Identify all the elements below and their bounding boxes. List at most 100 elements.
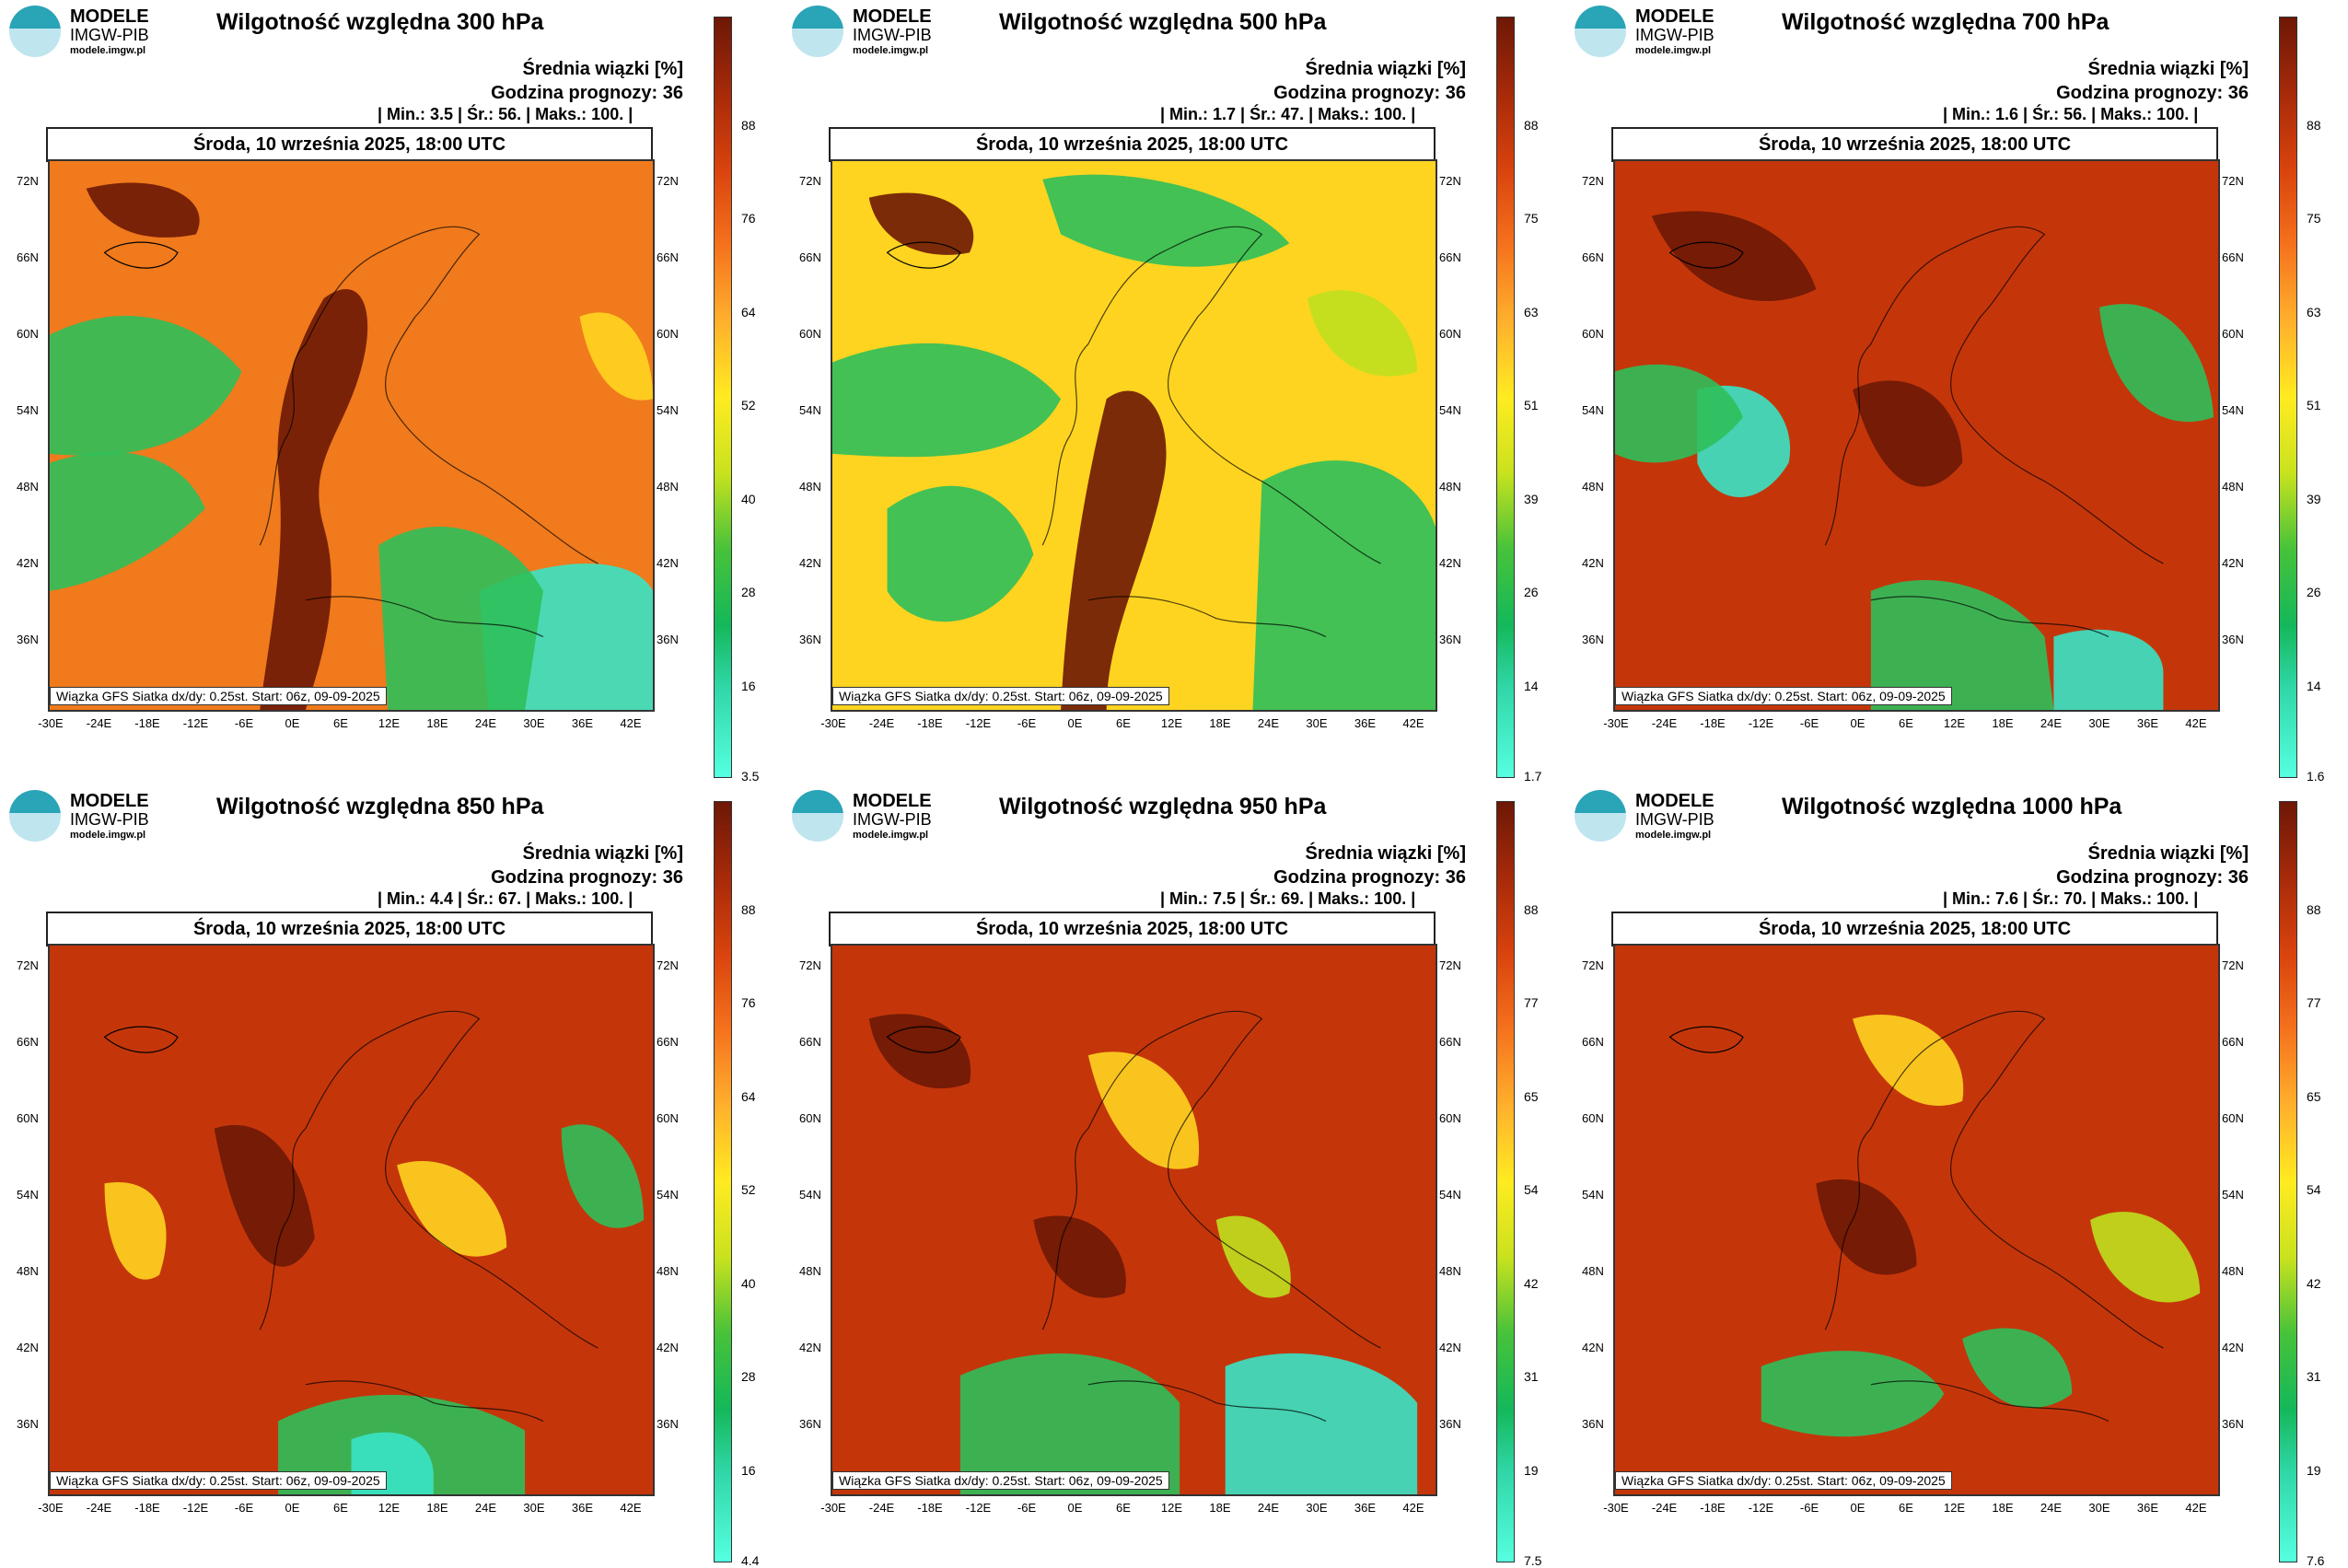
lon-label: 24E <box>1257 716 1280 730</box>
lon-label: -18E <box>917 1501 943 1515</box>
lon-label: -6E <box>1799 716 1819 730</box>
lat-label-right: 60N <box>2222 1111 2244 1125</box>
lat-label-right: 72N <box>1439 174 1461 188</box>
lon-label: 36E <box>571 716 594 730</box>
lon-label: 0E <box>285 716 300 730</box>
lat-label-left: 48N <box>17 480 39 494</box>
lat-label-right: 66N <box>2222 250 2244 264</box>
lat-label-left: 60N <box>799 1111 821 1125</box>
lat-label-right: 36N <box>1439 1417 1461 1431</box>
lon-label: 0E <box>1067 1501 1083 1515</box>
lon-label: 18E <box>1209 716 1231 730</box>
lon-label: -30E <box>1603 716 1629 730</box>
lat-label-right: 42N <box>2222 1341 2244 1354</box>
lon-label: 12E <box>1943 1501 1966 1515</box>
lon-label: -30E <box>820 1501 846 1515</box>
lon-label: 42E <box>1402 716 1424 730</box>
lon-label: 0E <box>1067 716 1083 730</box>
lat-label-left: 42N <box>799 1341 821 1354</box>
lat-label-left: 42N <box>1582 1341 1604 1354</box>
colorbar-tick: 7.5 <box>1524 1553 1542 1568</box>
lat-label-right: 60N <box>657 1111 679 1125</box>
iceland-outline <box>886 241 961 269</box>
colorbar-tick: 75 <box>1524 211 1539 226</box>
logo-url: modele.imgw.pl <box>853 45 929 56</box>
lon-label: 24E <box>474 1501 497 1515</box>
humidity-region <box>1252 460 1436 710</box>
imgw-logo-icon <box>9 6 61 57</box>
lat-label-right: 72N <box>2222 174 2244 188</box>
lat-label-right: 72N <box>657 174 679 188</box>
lat-label-right: 36N <box>657 1417 679 1431</box>
valid-date: Środa, 10 września 2025, 18:00 UTC <box>46 912 653 947</box>
lat-label-left: 60N <box>17 1111 39 1125</box>
lat-label-right: 54N <box>2222 403 2244 417</box>
lon-label: -24E <box>86 716 112 730</box>
lon-label: -18E <box>1700 716 1726 730</box>
lat-label-right: 54N <box>1439 1188 1461 1202</box>
colorbar-tick: 54 <box>1524 1182 1539 1197</box>
colorbar-tick: 65 <box>1524 1089 1539 1104</box>
model-footer: Wiązka GFS Siatka dx/dy: 0.25st. Start: … <box>1615 687 1952 705</box>
valid-date: Środa, 10 września 2025, 18:00 UTC <box>46 127 653 162</box>
colorbar <box>1496 17 1515 778</box>
lon-label: -18E <box>134 1501 160 1515</box>
lon-label: 30E <box>1306 716 1328 730</box>
lat-label-right: 48N <box>2222 480 2244 494</box>
mean-label: Średnia wiązki [%] <box>2087 59 2249 79</box>
panel-title: Wilgotność względna 850 hPa <box>216 794 544 819</box>
logo-org: IMGW-PIB <box>1635 26 1715 44</box>
lat-label-left: 72N <box>17 958 39 972</box>
lat-label-left: 66N <box>1582 250 1604 264</box>
lat-label-right: 36N <box>657 633 679 646</box>
lat-label-left: 48N <box>799 1264 821 1278</box>
colorbar-tick: 28 <box>741 1369 756 1384</box>
map-field <box>1615 161 2218 710</box>
logo-org: IMGW-PIB <box>853 810 932 829</box>
mean-label: Średnia wiązki [%] <box>522 59 684 79</box>
lat-label-right: 54N <box>1439 403 1461 417</box>
imgw-logo-icon <box>9 790 61 842</box>
lat-label-right: 42N <box>1439 1341 1461 1354</box>
lat-label-right: 72N <box>2222 958 2244 972</box>
lon-label: 18E <box>1209 1501 1231 1515</box>
lat-label-right: 48N <box>2222 1264 2244 1278</box>
panel-title: Wilgotność względna 1000 hPa <box>1782 794 2122 819</box>
humidity-region <box>86 182 200 238</box>
colorbar-tick: 4.4 <box>741 1553 760 1568</box>
logo-org: IMGW-PIB <box>853 26 932 44</box>
lat-label-right: 60N <box>2222 327 2244 341</box>
colorbar-tick: 51 <box>1524 398 1539 412</box>
colorbar <box>2279 17 2297 778</box>
map-field <box>832 161 1436 710</box>
humidity-region <box>1962 1328 2073 1409</box>
lon-label: 18E <box>426 716 448 730</box>
colorbar-tick: 88 <box>1524 118 1539 133</box>
colorbar-tick: 63 <box>1524 305 1539 319</box>
lon-label: 6E <box>1899 1501 1913 1515</box>
forecast-panel: MODELE IMGW-PIB modele.imgw.pl Wilgotność w… <box>1565 784 2348 1568</box>
humidity-region <box>1308 290 1418 377</box>
lon-label: -30E <box>38 716 64 730</box>
colorbar-tick: 77 <box>1524 995 1539 1010</box>
lat-label-left: 72N <box>1582 174 1604 188</box>
logo-name: MODELE <box>853 791 932 811</box>
logo-name: MODELE <box>70 6 149 27</box>
lon-label: -24E <box>1651 716 1678 730</box>
map-field <box>50 161 653 710</box>
lon-label: -12E <box>182 1501 209 1515</box>
lat-label-left: 36N <box>799 1417 821 1431</box>
logo-name: MODELE <box>1635 791 1715 811</box>
lon-label: 36E <box>2136 1501 2159 1515</box>
colorbar-tick: 16 <box>741 1463 756 1478</box>
humidity-region <box>561 1124 645 1228</box>
lon-label: -18E <box>917 716 943 730</box>
lat-label-left: 72N <box>1582 958 1604 972</box>
stats-line: | Min.: 7.6 | Śr.: 70. | Maks.: 100. | <box>1943 889 2199 908</box>
colorbar-tick: 39 <box>1524 492 1539 506</box>
logo-url: modele.imgw.pl <box>1635 45 1712 56</box>
colorbar-tick: 1.7 <box>1524 769 1542 784</box>
lat-label-right: 36N <box>1439 633 1461 646</box>
humidity-region <box>104 1181 167 1280</box>
humidity-region <box>50 316 242 456</box>
